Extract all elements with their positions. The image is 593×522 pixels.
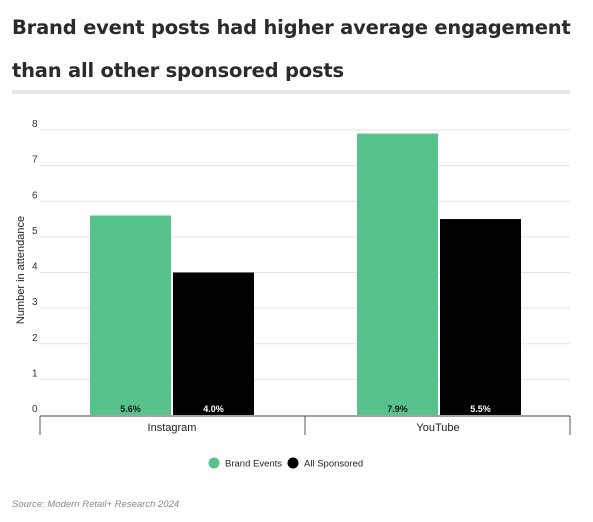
legend-label: All Sponsored (304, 459, 363, 470)
y-tick-label: 3 (32, 297, 38, 308)
y-tick-label: 0 (32, 404, 38, 415)
bars: 5.6% 4.0% 7.9% 5.5% (90, 133, 521, 415)
x-category-label: YouTube (416, 422, 459, 434)
bar-brand-events-youtube (357, 133, 438, 415)
data-label: 5.6% (120, 404, 141, 414)
y-tick-label: 6 (32, 190, 38, 201)
y-tick-label: 7 (32, 155, 38, 166)
x-axis: Instagram YouTube (39, 415, 571, 435)
y-tick-label: 5 (32, 226, 38, 237)
title-divider (12, 90, 570, 94)
y-axis-ticks: 0 1 2 3 4 5 6 7 8 (32, 119, 38, 415)
bar-all-sponsored-youtube (440, 219, 521, 415)
legend-label: Brand Events (225, 459, 282, 470)
data-label: 7.9% (387, 404, 408, 414)
legend-swatch (208, 457, 220, 469)
data-label: 5.5% (470, 404, 491, 414)
x-category-label: Instagram (148, 422, 197, 434)
chart-title: Brand event posts had higher average eng… (12, 16, 571, 82)
bar-chart: 0 1 2 3 4 5 6 7 8 Number in attendance 5.6% 4.0% 7… (15, 119, 571, 470)
y-axis-label: Number in attendance (15, 216, 27, 324)
source-note: Source: Modern Retail+ Research 2024 (12, 499, 180, 510)
bar-brand-events-instagram (90, 215, 171, 415)
bar-all-sponsored-instagram (173, 272, 254, 415)
y-tick-label: 2 (32, 333, 38, 344)
y-tick-label: 1 (32, 368, 38, 379)
legend-swatch (287, 457, 299, 469)
data-label: 4.0% (203, 404, 224, 414)
y-tick-label: 4 (32, 262, 38, 273)
legend: Brand Events All Sponsored (208, 457, 363, 470)
y-tick-label: 8 (32, 119, 38, 130)
